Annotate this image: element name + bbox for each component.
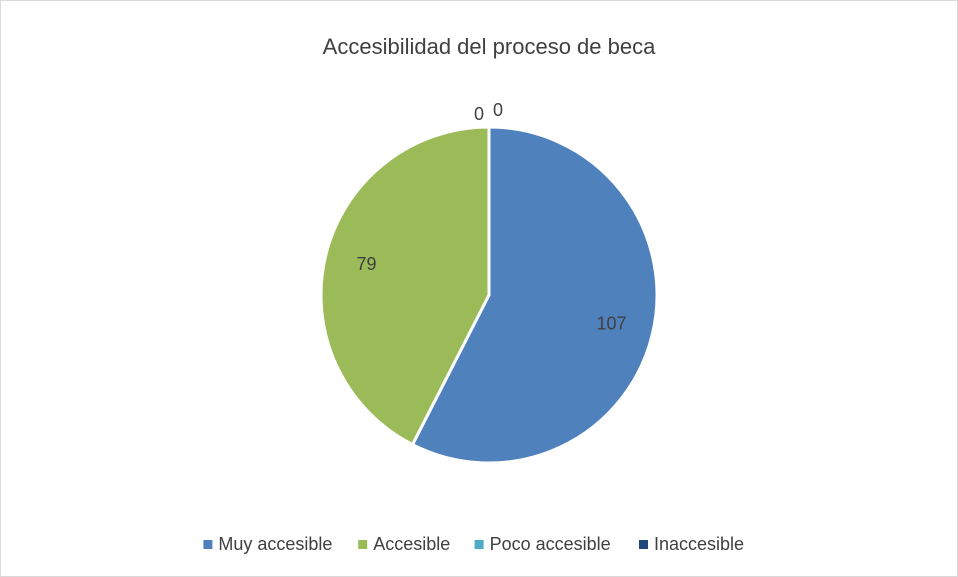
legend-label: Muy accesible [218,534,332,554]
data-label: 79 [356,254,376,274]
legend-label: Accesible [373,534,450,554]
data-label: 0 [493,100,503,120]
data-label: 0 [474,104,484,124]
pie-slice [410,125,659,465]
legend-swatch [358,540,368,549]
legend-label: Inaccesible [654,534,744,554]
legend-swatch [639,540,648,549]
legend-swatch [474,540,484,549]
legend-label: Poco accesible [490,534,611,554]
legend-swatch [203,540,213,549]
pie-slice [319,125,491,447]
data-label: 107 [596,313,626,333]
chart-title: Accesibilidad del proceso de beca [323,34,656,59]
